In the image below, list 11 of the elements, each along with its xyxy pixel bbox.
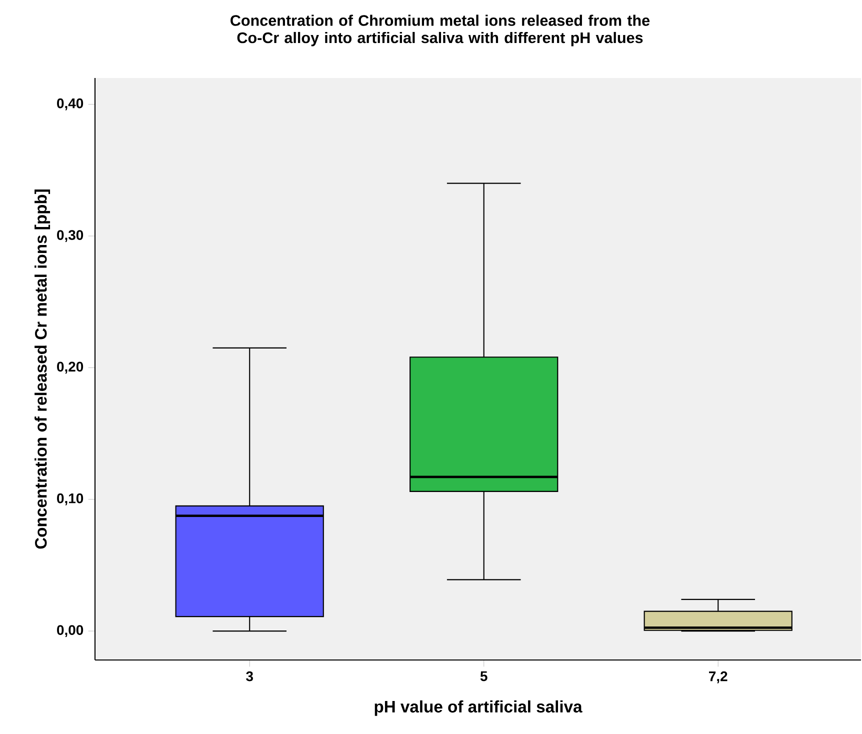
y-tick-label: 0,20 [57,362,84,374]
x-tick-label: 7,2 [709,671,728,684]
y-tick-label: 0,10 [57,493,84,506]
y-axis-title: Concentration of released Cr metal ions [ppb] [34,190,50,549]
x-tick-label: 3 [246,671,253,682]
y-tick-label: 0,40 [57,98,84,110]
x-axis-title: pH value of artificial saliva [374,700,582,716]
y-tick-label: 0,00 [57,625,84,637]
y-tick-label: 0,30 [57,230,84,242]
x-tick-label: 5 [480,671,488,682]
chart-title: Concentration of Chromium metal ions released from the Co-Cr alloy into artificial saliva with different pH values [230,14,650,46]
